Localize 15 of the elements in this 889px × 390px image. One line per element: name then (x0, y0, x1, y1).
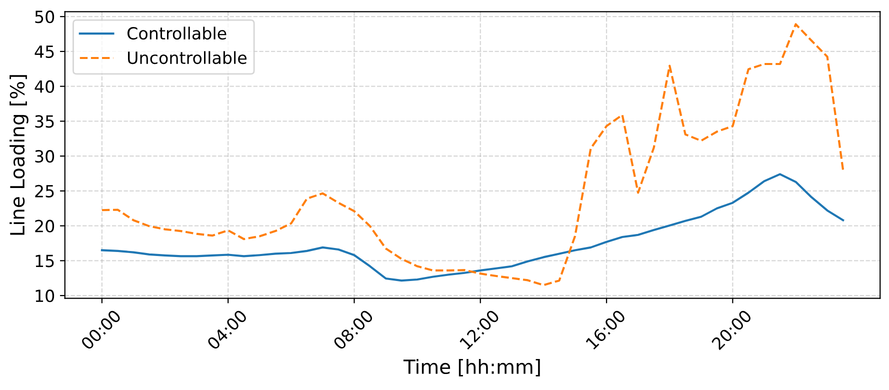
line-series (100, 23, 844, 286)
y-axis-title: Line Loading [%] (10, 75, 28, 235)
y-tick-label: 25 (35, 184, 54, 198)
y-tick-label: 50 (35, 10, 54, 24)
y-tick-label: 20 (35, 220, 54, 232)
y-tick-label: 30 (35, 150, 54, 163)
x-axis-title: Time [hh:mm] (403, 358, 540, 376)
y-tick-label: 10 (36, 290, 54, 302)
y-tick-label: 15 (36, 254, 54, 268)
y-tick-label: 40 (34, 80, 54, 93)
legend-label: Controllable (128, 26, 226, 40)
legend-label: Uncontrollable (128, 51, 247, 64)
line-series (100, 173, 844, 282)
y-tick-label: 35 (35, 115, 54, 128)
y-tick-label: 45 (34, 46, 54, 58)
